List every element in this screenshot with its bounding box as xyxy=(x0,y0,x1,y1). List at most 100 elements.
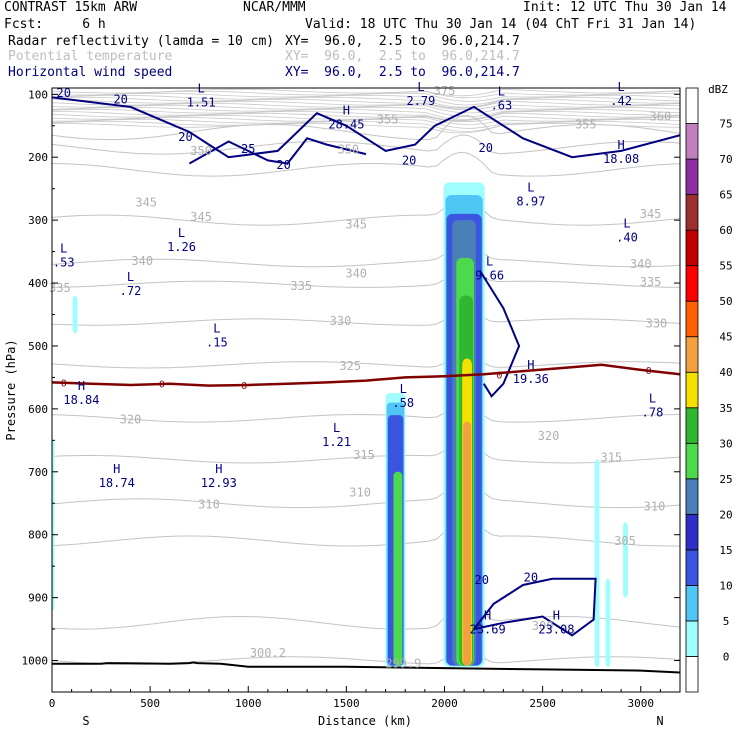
low-marker-letter: L xyxy=(623,217,630,231)
extremum-marker: L.40 xyxy=(616,217,638,245)
marker-value: 18.84 xyxy=(63,393,99,407)
theta-contour-label: 345 xyxy=(190,210,212,224)
high-marker-letter: H xyxy=(113,462,120,476)
y-axis-label: Pressure (hPa) xyxy=(4,339,18,440)
contour-labels: 375 355 360 355 350 350 345 345 345 345 340 340 340 3… xyxy=(49,84,671,671)
theta-contour-label: 315 xyxy=(353,448,375,462)
reflectivity-cell xyxy=(623,522,628,598)
colorbar-tick-label: 10 xyxy=(719,579,732,592)
colorbar-swatch xyxy=(685,549,699,586)
theta-contour-line xyxy=(52,485,680,509)
x-tick-label: 3000 xyxy=(628,697,655,710)
zero-isotherm-label: 0 xyxy=(61,378,67,389)
y-tick-label: 800 xyxy=(28,529,48,542)
colorbar-tick-label: 15 xyxy=(719,544,732,557)
y-tick-label: 200 xyxy=(28,151,48,164)
colorbar-tick-label: 55 xyxy=(719,260,732,273)
theta-contour-label: 310 xyxy=(349,486,371,500)
theta-contour-line xyxy=(52,98,680,109)
theta-contour-label: 345 xyxy=(345,218,367,232)
zero-isotherm: 0 0 0 0 0 xyxy=(52,363,680,392)
colorbar-tick-label: 20 xyxy=(719,508,732,521)
theta-contour-label: 335 xyxy=(290,279,312,293)
low-marker-letter: L xyxy=(527,181,534,195)
x-axis-right-label: N xyxy=(656,714,663,728)
extremum-marker: H18.74 xyxy=(99,462,135,490)
theta-contour-label: 320 xyxy=(120,413,142,427)
theta-contour-line xyxy=(52,151,680,177)
low-marker-letter: L xyxy=(127,270,134,284)
x-tick-label: 500 xyxy=(140,697,160,710)
extremum-marker: H18.08 xyxy=(603,138,639,166)
theta-contour-line xyxy=(52,605,680,630)
extremum-marker: L.72 xyxy=(120,270,142,298)
x-axis-label: Distance (km) xyxy=(318,714,412,728)
zero-isotherm-label: 0 xyxy=(496,370,502,381)
theta-contour-label: 350 xyxy=(337,143,359,157)
wind-contour-label: 20 xyxy=(478,141,492,155)
theta-contour-label: 315 xyxy=(600,450,622,464)
marker-value: 9.66 xyxy=(475,268,504,282)
wind-contour-label: 25 xyxy=(241,142,255,156)
theta-contour-label: 310 xyxy=(644,499,666,513)
high-marker-letter: H xyxy=(484,609,491,623)
wind-contour-label: 20 xyxy=(524,570,538,584)
colorbar-tick-label: 60 xyxy=(719,224,732,237)
reflectivity-cell xyxy=(605,578,611,667)
extremum-marker: L.42 xyxy=(610,80,632,108)
wind-contour-label: 20 xyxy=(178,130,192,144)
theta-contour-line xyxy=(52,94,680,106)
wind-contour-label: 20 xyxy=(475,573,489,587)
x-tick-label: 2500 xyxy=(529,697,556,710)
colorbar-tick-label: 65 xyxy=(719,189,732,202)
extremum-marker: H23.08 xyxy=(538,609,574,637)
extremum-marker: L.63 xyxy=(491,84,513,112)
theta-contour-label: 340 xyxy=(131,254,153,268)
marker-value: .58 xyxy=(392,396,414,410)
field-xy-wind: XY= 96.0, 2.5 to 96.0,214.7 xyxy=(285,65,520,80)
theta-contour-label: 335 xyxy=(49,281,71,295)
low-marker-letter: L xyxy=(60,242,67,256)
colorbar-tick-label: 35 xyxy=(719,402,732,415)
low-marker-letter: L xyxy=(417,80,424,94)
colorbar-swatch xyxy=(685,620,699,657)
theta-contour-line xyxy=(52,358,680,369)
zero-isotherm-label: 0 xyxy=(646,366,652,377)
theta-contour-line xyxy=(52,134,680,155)
init-time: Init: 12 UTC Thu 30 Jan 14 xyxy=(523,0,727,15)
marker-value: .42 xyxy=(610,94,632,108)
zero-isotherm-label: 0 xyxy=(159,380,165,391)
theta-contour-line xyxy=(52,408,680,423)
theta-contour-label: 355 xyxy=(575,117,597,131)
marker-value: .72 xyxy=(120,284,142,298)
valid-time: Valid: 18 UTC Thu 30 Jan 14 (04 ChT Fri … xyxy=(305,17,697,32)
marker-value: 1.51 xyxy=(187,95,216,109)
zero-isotherm-line xyxy=(52,363,680,387)
colorbar-swatch xyxy=(685,123,699,160)
theta-contour-line xyxy=(52,114,680,141)
model-title: CONTRAST 15km ARW xyxy=(4,0,138,15)
theta-contour-line xyxy=(52,121,680,132)
y-tick-label: 100 xyxy=(28,88,48,101)
wind-contour-line xyxy=(52,96,680,159)
low-marker-letter: L xyxy=(178,226,185,240)
colorbar-swatch xyxy=(685,442,699,480)
colorbar-tick-label: 45 xyxy=(719,331,732,344)
low-marker-letter: L xyxy=(400,382,407,396)
extremum-marker: L.53 xyxy=(53,242,75,270)
theta-contour-label: 345 xyxy=(640,207,662,221)
x-tick-label: 1000 xyxy=(235,697,262,710)
low-marker-letter: L xyxy=(618,80,625,94)
colorbar-tick-label: 5 xyxy=(723,615,730,628)
colorbar-swatch xyxy=(685,87,699,124)
colorbar-swatch xyxy=(685,229,699,267)
wind-contour-line xyxy=(473,577,597,637)
theta-contour-line xyxy=(52,110,680,121)
extremum-marker: H23.69 xyxy=(470,609,506,637)
y-tick-label: 600 xyxy=(28,403,48,416)
colorbar-swatch xyxy=(685,407,699,444)
theta-contour-label: 305 xyxy=(614,534,636,548)
wind-contour-line xyxy=(188,137,367,165)
